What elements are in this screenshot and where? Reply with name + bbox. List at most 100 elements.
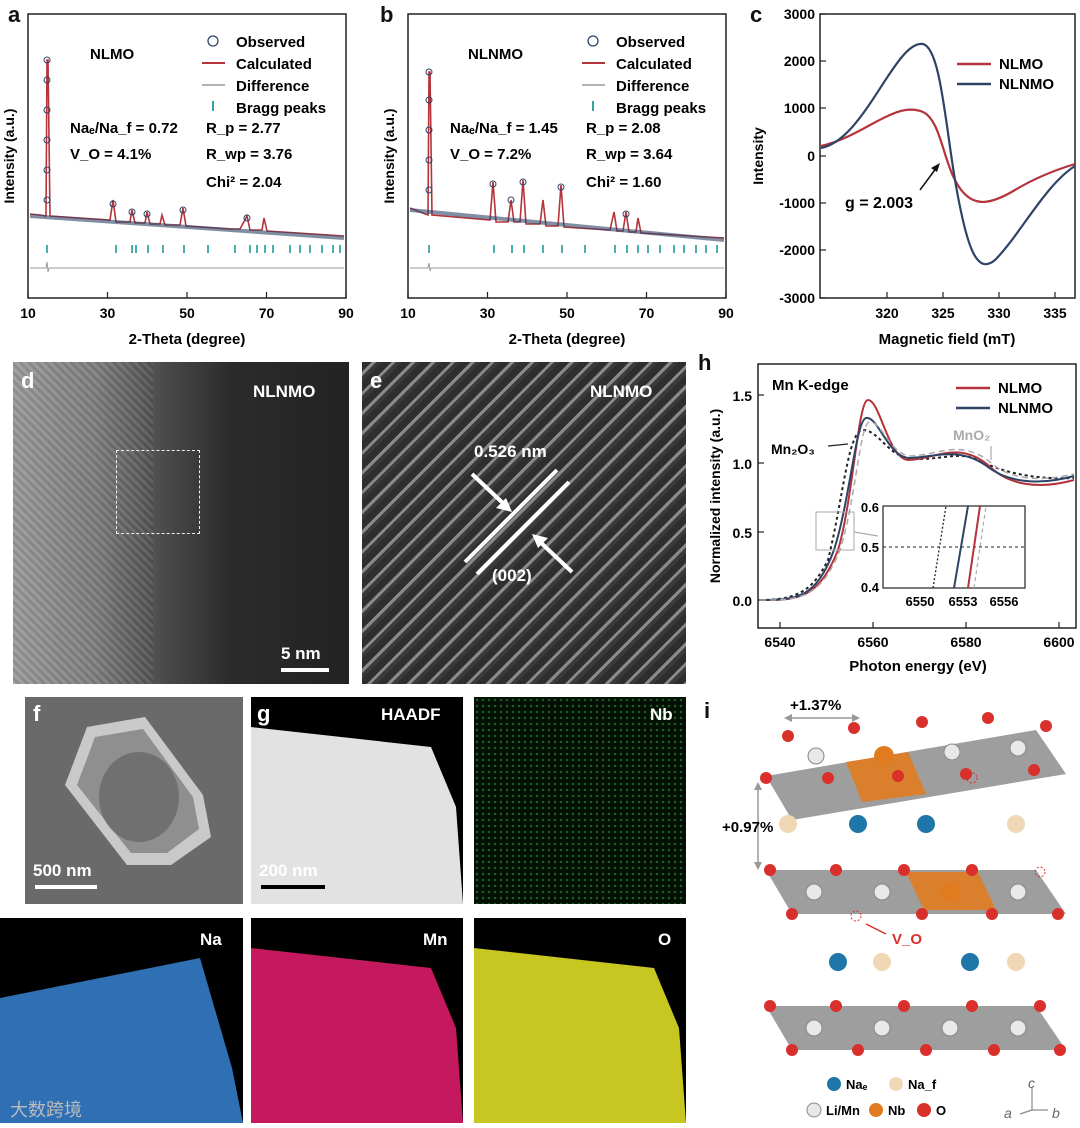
xtick-c-1: 325 — [931, 305, 955, 321]
xlabel-a: 2-Theta (degree) — [129, 331, 246, 348]
xtick-b-2: 50 — [559, 305, 575, 321]
xlabel-h: Photon energy (eV) — [849, 658, 987, 675]
hrtem-image-d: d NLNMO 5 nm — [13, 362, 349, 684]
legend-b-calculated: Calculated — [616, 56, 692, 73]
inset-ytick-0: 0.6 — [861, 500, 879, 515]
panel-label-c: c — [750, 2, 763, 27]
sample-e: NLNMO — [590, 382, 653, 401]
xrd-chart-a: 10 30 50 70 90 2-Theta (degree) Intensit… — [1, 13, 354, 348]
panel-a: a 10 30 50 70 90 2-Theta (degree) Intens… — [0, 0, 355, 350]
panel-b: b 10 30 50 70 90 2-Theta (degree) Intens… — [380, 0, 735, 350]
ytick-c-0: 3000 — [784, 6, 815, 22]
ytick-c-3: 0 — [807, 148, 815, 164]
xtick-c-3: 335 — [1043, 305, 1067, 321]
inset-ytick-2: 0.4 — [861, 580, 880, 595]
nb-label: Nb — [650, 705, 673, 724]
ylabel-h: Normalized intensity (a.u.) — [707, 409, 723, 583]
mn-map: Mn — [251, 918, 463, 1123]
ytick-c-2: 1000 — [784, 100, 815, 116]
spacing-label: 0.526 nm — [474, 442, 547, 461]
legend-c-nlmo: NLMO — [999, 56, 1043, 73]
legend-a-observed: Observed — [236, 34, 305, 51]
g-value-annotation: g = 2.003 — [845, 195, 913, 212]
legend-a-difference: Difference — [236, 78, 309, 95]
xtick-b-0: 10 — [400, 305, 416, 321]
stat-b-rp: R_p = 2.08 — [586, 120, 661, 137]
stat-b-vo: V_O = 7.2% — [450, 146, 531, 163]
crystal-structure: +1.37% +0.97% V_O Naₑ Na_f Li/Mn Nb O c … — [722, 697, 1066, 1121]
panel-c: c 3000 2000 1000 0 -1000 -2000 -3000 320… — [745, 0, 1080, 350]
stat-b-na: Naₑ/Na_f = 1.45 — [450, 120, 558, 137]
panel-label-g: g — [257, 701, 271, 726]
legend-b-difference: Difference — [616, 78, 689, 95]
axis-b: b — [1052, 1105, 1060, 1121]
na-label: Na — [200, 930, 222, 949]
xtick-b-1: 30 — [480, 305, 496, 321]
panel-label-f: f — [33, 701, 41, 726]
crystal-shape — [65, 717, 211, 865]
stat-a-chi: Chi² = 2.04 — [206, 174, 282, 191]
panel-h: h 0.0 0.5 1.0 1.5 6540 6560 6580 6600 Ph… — [698, 350, 1080, 680]
legend-i-nae: Naₑ — [846, 1077, 868, 1092]
axis-c: c — [1028, 1075, 1035, 1091]
panel-label-a: a — [8, 2, 21, 27]
xtick-a-0: 10 — [20, 305, 36, 321]
epr-chart: 3000 2000 1000 0 -1000 -2000 -3000 320 3… — [750, 6, 1076, 348]
xtick-c-2: 330 — [987, 305, 1011, 321]
sample-d: NLNMO — [253, 382, 316, 401]
ytick-c-1: 2000 — [784, 53, 815, 69]
plane-label: (002) — [492, 566, 532, 585]
xtick-a-4: 90 — [338, 305, 354, 321]
stat-b-rwp: R_wp = 3.64 — [586, 146, 673, 163]
stat-a-vo: V_O = 4.1% — [70, 146, 151, 163]
title-h: Mn K-edge — [772, 377, 849, 394]
panel-label-h: h — [698, 350, 712, 375]
legend-i-naf: Na_f — [908, 1077, 937, 1092]
xtick-h-1: 6560 — [857, 634, 888, 650]
inset-ytick-1: 0.5 — [861, 540, 879, 555]
ref-mn2o3: Mn₂O₃ — [771, 441, 815, 457]
legend-b-bragg: Bragg peaks — [616, 100, 706, 117]
axis-a: a — [1004, 1105, 1012, 1121]
hrtem-image-e: e NLNMO 0.526 nm (002) — [362, 362, 686, 684]
xrd-chart-b: 10 30 50 70 90 2-Theta (degree) Intensit… — [381, 13, 734, 348]
ytick-c-4: -1000 — [779, 195, 815, 211]
sample-b: NLNMO — [468, 46, 523, 63]
mn-label: Mn — [423, 930, 448, 949]
xtick-a-1: 30 — [100, 305, 116, 321]
xlabel-c: Magnetic field (mT) — [879, 331, 1016, 348]
ytick-h-1: 0.5 — [733, 525, 753, 541]
ref-mno2: MnO₂ — [953, 427, 990, 443]
inset-xtick-0: 6550 — [906, 594, 935, 609]
inset-xtick-1: 6553 — [949, 594, 978, 609]
ylabel-b: Intensity (a.u.) — [381, 109, 397, 204]
scale-bar-g — [261, 885, 325, 889]
xtick-b-3: 70 — [639, 305, 655, 321]
xtick-h-2: 6580 — [950, 634, 981, 650]
scale-bar-f — [35, 885, 97, 889]
na-map: Na — [0, 918, 243, 1123]
xtick-h-3: 6600 — [1043, 634, 1074, 650]
stat-a-rwp: R_wp = 3.76 — [206, 146, 292, 163]
lattice-markers — [463, 468, 574, 576]
xtick-c-0: 320 — [875, 305, 899, 321]
ytick-c-6: -3000 — [779, 290, 815, 306]
legend-i-o: O — [936, 1103, 946, 1118]
nb-map: Nb — [474, 697, 686, 904]
legend-h-nlmo: NLMO — [998, 380, 1042, 397]
selection-box — [116, 450, 200, 534]
vacancy-label: V_O — [892, 931, 922, 948]
scale-f: 500 nm — [33, 861, 92, 880]
haadf-label: HAADF — [381, 705, 441, 724]
xanes-chart: 0.0 0.5 1.0 1.5 6540 6560 6580 6600 Phot… — [707, 363, 1077, 675]
scale-d: 5 nm — [281, 644, 321, 663]
legend-a-bragg: Bragg peaks — [236, 100, 326, 117]
stat-b-chi: Chi² = 1.60 — [586, 174, 661, 191]
panel-i: i +1.37% +0.97% V_O — [696, 690, 1080, 1128]
sample-a: NLMO — [90, 46, 134, 63]
ylabel-a: Intensity (a.u.) — [1, 109, 17, 204]
lattice-c-change: +0.97% — [722, 819, 773, 836]
xlabel-b: 2-Theta (degree) — [509, 331, 626, 348]
stat-a-rp: R_p = 2.77 — [206, 120, 281, 137]
xtick-a-2: 50 — [179, 305, 195, 321]
